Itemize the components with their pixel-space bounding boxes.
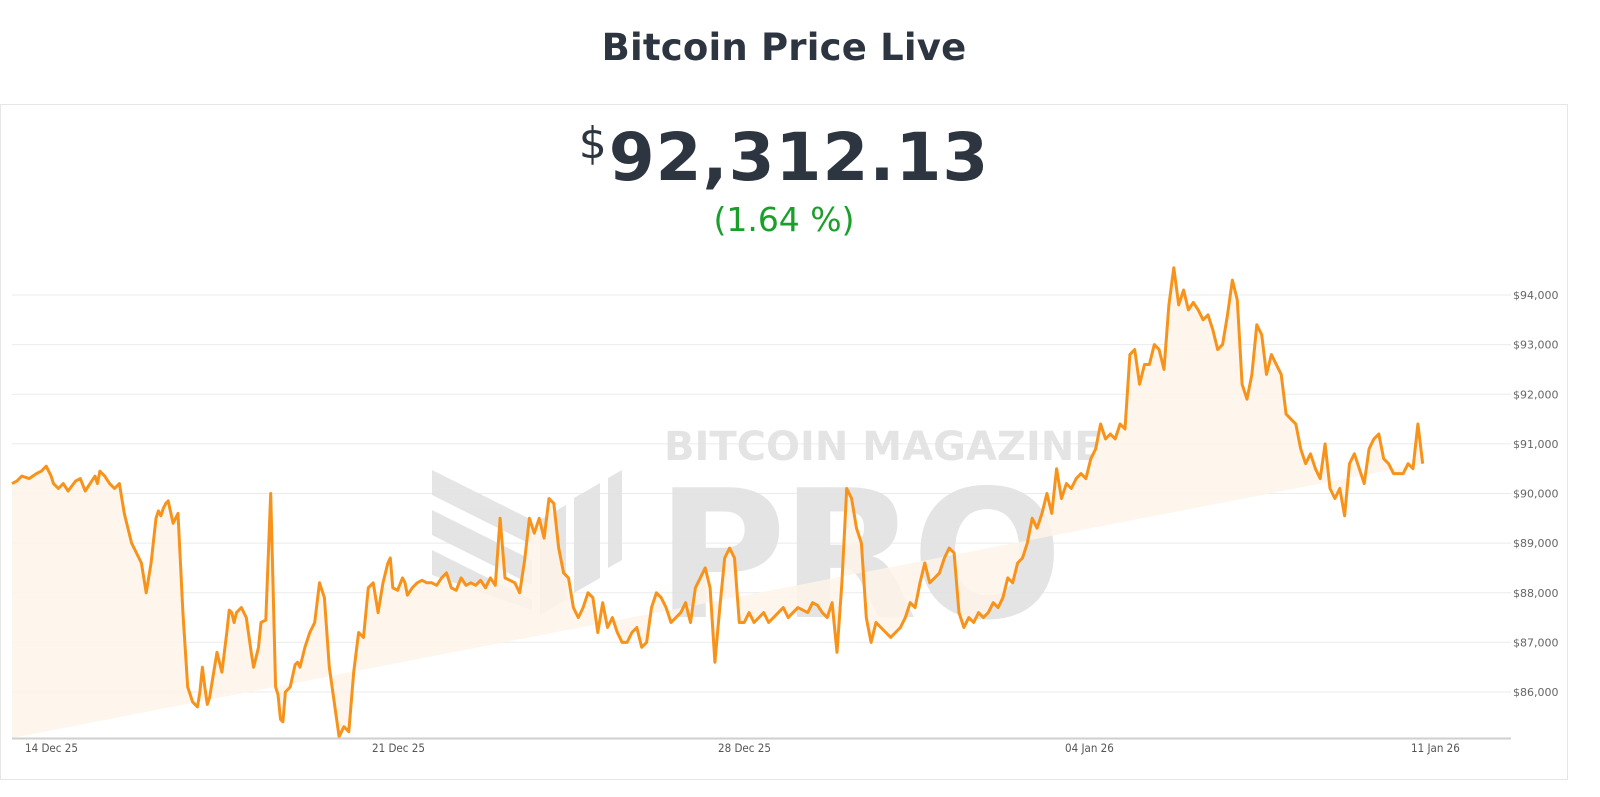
watermark-logo-bar: [608, 470, 622, 568]
price-area-fill: [12, 267, 1423, 738]
watermark-logo-bar: [574, 483, 600, 593]
y-tick-label: $91,000: [1513, 438, 1559, 451]
currency-symbol: $: [578, 118, 607, 169]
x-tick-label: 04 Jan 26: [1065, 741, 1114, 755]
watermark-title: BITCOIN MAGAZINE: [664, 424, 1102, 470]
y-tick-label: $88,000: [1513, 587, 1559, 600]
y-tick-label: $87,000: [1513, 636, 1559, 649]
x-tick-label: 11 Jan 26: [1411, 741, 1460, 755]
x-axis-labels: 14 Dec 25 21 Dec 25 28 Dec 25 04 Jan 26 11 J…: [25, 741, 1460, 755]
price-change-percent: (1.64 %): [713, 200, 855, 239]
watermark-logo-stripe: [432, 510, 532, 585]
y-tick-label: $92,000: [1513, 388, 1559, 401]
y-tick-label: $94,000: [1513, 289, 1559, 302]
watermark-logo-icon: [432, 470, 532, 545]
current-price: $92,312.13: [0, 118, 1568, 196]
x-tick-label: 14 Dec 25: [25, 741, 78, 755]
y-tick-label: $93,000: [1513, 339, 1559, 352]
y-tick-label: $89,000: [1513, 537, 1559, 550]
price-line: [11, 266, 1425, 739]
page-title: Bitcoin Price Live: [601, 26, 967, 69]
y-tick-label: $86,000: [1513, 686, 1559, 699]
y-tick-label: $90,000: [1513, 488, 1559, 501]
x-tick-label: 21 Dec 25: [372, 741, 425, 755]
price-value: 92,312.13: [608, 119, 990, 196]
x-tick-label: 28 Dec 25: [718, 741, 771, 755]
y-axis-labels: $86,000 $87,000 $88,000 $89,000 $90,000 $91,0…: [1513, 289, 1559, 699]
